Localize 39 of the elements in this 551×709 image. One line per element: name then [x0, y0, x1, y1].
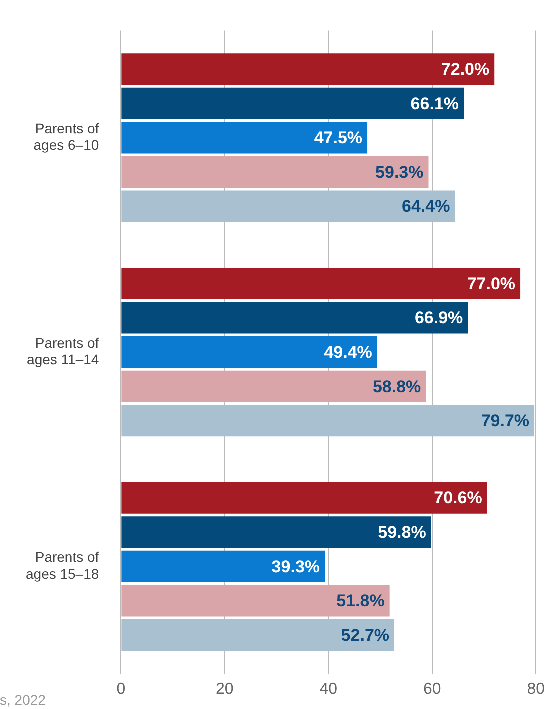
bar: [122, 122, 368, 154]
data-label: 49.4%: [324, 342, 372, 362]
data-label: 59.8%: [378, 523, 426, 542]
bar: [122, 482, 488, 514]
text: s, 2022: [0, 692, 46, 708]
x-tick-label: 0: [116, 680, 126, 698]
bar: [122, 268, 521, 300]
data-label: 59.3%: [376, 162, 424, 182]
x-tick-label: 80: [527, 680, 546, 698]
data-label: 47.5%: [314, 128, 363, 148]
bar: [122, 336, 378, 368]
data-label: 77.0%: [467, 274, 516, 294]
bar: [122, 156, 429, 188]
data-label: 64.4%: [402, 197, 450, 216]
bar: [122, 619, 395, 651]
data-label: 39.3%: [272, 557, 320, 576]
data-label: 52.7%: [341, 626, 390, 645]
bar: [122, 370, 426, 402]
bar: [122, 405, 535, 437]
bar: [122, 585, 390, 617]
data-label: 66.9%: [414, 308, 464, 328]
data-label: 79.7%: [481, 412, 530, 431]
bar: [122, 550, 326, 582]
y-tick-label: Parents of ages 15–18: [26, 549, 100, 582]
data-label: 58.8%: [372, 377, 422, 396]
bar: [122, 516, 432, 548]
data-label: 66.1%: [410, 94, 460, 114]
bar: [122, 190, 456, 222]
x-tick-label: 60: [423, 680, 442, 698]
bar: [122, 54, 495, 86]
bar: [122, 88, 464, 120]
x-tick-label: 20: [216, 680, 234, 698]
bar: [122, 302, 468, 334]
data-label: 72.0%: [441, 60, 490, 80]
data-label: 70.6%: [434, 488, 482, 508]
data-label: 51.8%: [336, 592, 385, 611]
y-tick-label: Parents of ages 11–14: [27, 334, 100, 368]
y-tick-label: Parents of ages 6–10: [34, 120, 100, 154]
x-tick-label: 40: [320, 680, 338, 698]
